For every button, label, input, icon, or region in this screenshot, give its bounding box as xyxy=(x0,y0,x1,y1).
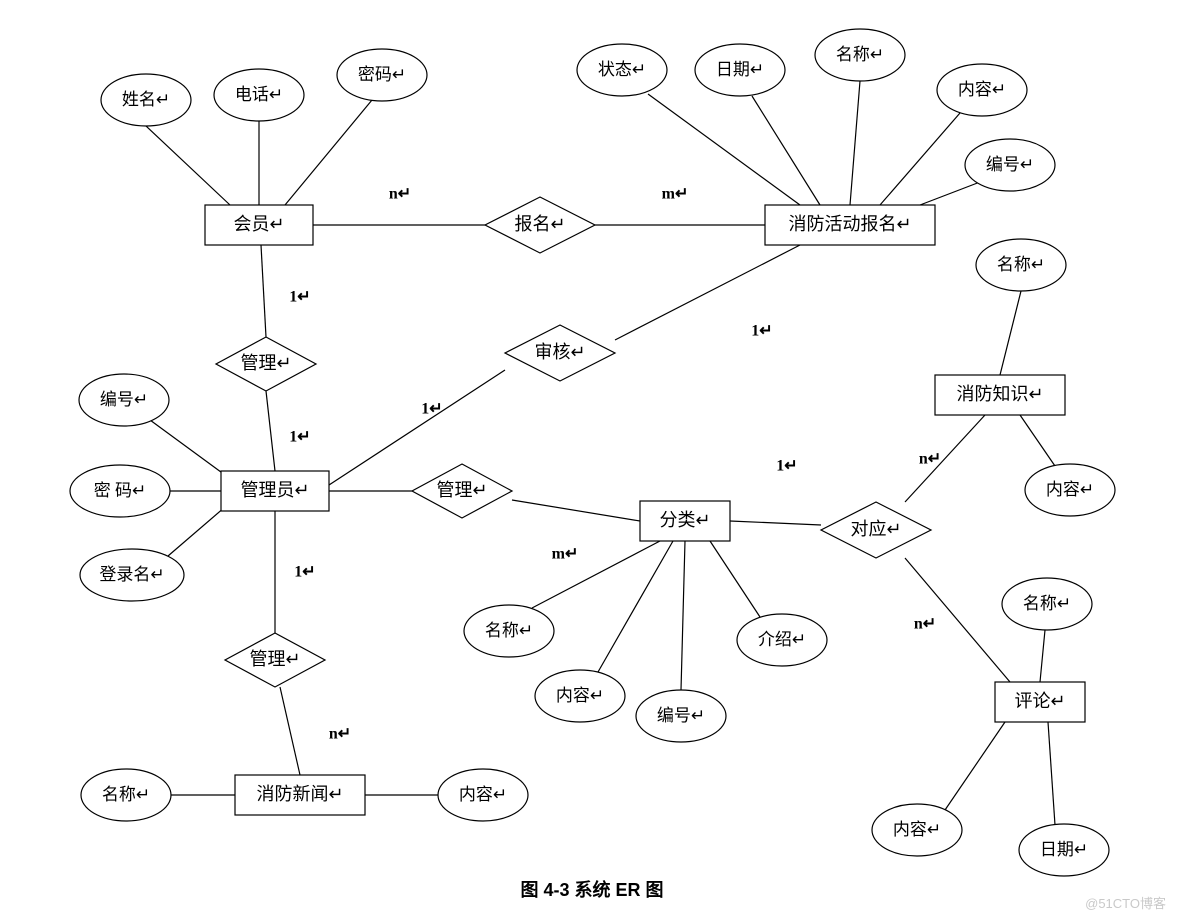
attr-edge-comment xyxy=(945,722,1005,810)
attr-edge-comment xyxy=(1040,630,1045,682)
cardinality: n↵ xyxy=(914,616,936,633)
edge-r_mng2-category xyxy=(512,500,640,521)
rel-label-r_audit: 审核↵ xyxy=(534,342,585,362)
attr-edge-category xyxy=(681,541,685,690)
attr-label-category-介绍: 介绍↵ xyxy=(758,630,806,649)
cardinality: n↵ xyxy=(919,451,941,468)
edge-r_mng1-member xyxy=(261,245,266,337)
entity-label-comment: 评论↵ xyxy=(1014,691,1065,711)
attr-edge-category xyxy=(710,541,760,617)
attr-label-admin-编号: 编号↵ xyxy=(100,390,148,409)
entity-label-news: 消防新闻↵ xyxy=(256,784,343,804)
cardinality: n↵ xyxy=(329,726,351,743)
rel-label-r_mng1: 管理↵ xyxy=(240,353,291,373)
attr-edge-fireact xyxy=(880,113,960,205)
attr-edge-member xyxy=(285,100,372,205)
cardinality: 1↵ xyxy=(751,323,772,340)
attr-label-member-姓名: 姓名↵ xyxy=(122,90,170,109)
attr-label-fireact-状态: 状态↵ xyxy=(598,60,646,79)
entity-label-admin: 管理员↵ xyxy=(240,480,309,500)
rel-label-r_signup: 报名↵ xyxy=(514,214,565,234)
attr-label-admin-登录名: 登录名↵ xyxy=(99,565,164,584)
cardinality: m↵ xyxy=(662,186,689,203)
rel-label-r_map: 对应↵ xyxy=(850,519,901,539)
attr-edge-fireact xyxy=(850,81,860,205)
attr-edge-admin xyxy=(168,507,225,556)
attr-edge-comment xyxy=(1048,722,1055,825)
attr-label-fireact-日期: 日期↵ xyxy=(716,60,764,79)
cardinality: 1↵ xyxy=(776,458,797,475)
attr-label-member-密码: 密码↵ xyxy=(358,65,406,84)
cardinality: 1↵ xyxy=(289,429,310,446)
attr-label-fireact-编号: 编号↵ xyxy=(986,155,1034,174)
edge-r_map-knowledge xyxy=(905,415,985,502)
attr-edge-knowledge xyxy=(1020,415,1055,466)
edge-r_mng3-news xyxy=(280,687,300,775)
cardinality: 1↵ xyxy=(294,564,315,581)
attr-edge-member xyxy=(146,126,230,205)
attr-edge-fireact xyxy=(752,96,820,205)
attr-label-category-编号: 编号↵ xyxy=(657,706,705,725)
attr-label-comment-日期: 日期↵ xyxy=(1040,840,1088,859)
edge-r_map-category xyxy=(730,521,821,525)
attr-label-member-电话: 电话↵ xyxy=(235,85,283,104)
attr-edge-category xyxy=(598,541,673,672)
rel-label-r_mng3: 管理↵ xyxy=(249,649,300,669)
rel-label-r_mng2: 管理↵ xyxy=(436,480,487,500)
attr-label-fireact-内容: 内容↵ xyxy=(958,80,1006,99)
attr-label-admin-密 码: 密 码↵ xyxy=(94,481,147,500)
entity-label-fireact: 消防活动报名↵ xyxy=(788,214,911,234)
attr-edge-admin xyxy=(150,420,225,475)
attr-edge-knowledge xyxy=(1000,291,1021,375)
edge-r_mng1-admin xyxy=(266,391,275,471)
cardinality: 1↵ xyxy=(421,401,442,418)
attr-label-fireact-名称: 名称↵ xyxy=(836,45,884,64)
cardinality: m↵ xyxy=(552,546,579,563)
attr-label-knowledge-名称: 名称↵ xyxy=(997,255,1045,274)
cardinality: n↵ xyxy=(389,186,411,203)
attr-label-knowledge-内容: 内容↵ xyxy=(1046,480,1094,499)
attr-label-news-名称: 名称↵ xyxy=(102,785,150,804)
attr-label-comment-名称: 名称↵ xyxy=(1023,594,1071,613)
entity-label-member: 会员↵ xyxy=(233,214,284,234)
figure-caption: 图 4-3 系统 ER 图 xyxy=(0,876,1184,902)
attr-label-news-内容: 内容↵ xyxy=(459,785,507,804)
attr-label-comment-内容: 内容↵ xyxy=(893,820,941,839)
edge-r_audit-admin xyxy=(329,370,505,485)
entity-label-knowledge: 消防知识↵ xyxy=(956,384,1043,404)
entity-label-category: 分类↵ xyxy=(659,510,710,530)
cardinality: 1↵ xyxy=(289,289,310,306)
attr-edge-fireact xyxy=(920,182,980,205)
attr-label-category-名称: 名称↵ xyxy=(485,621,533,640)
watermark: @51CTO博客 xyxy=(1085,893,1166,912)
attr-label-category-内容: 内容↵ xyxy=(556,686,604,705)
